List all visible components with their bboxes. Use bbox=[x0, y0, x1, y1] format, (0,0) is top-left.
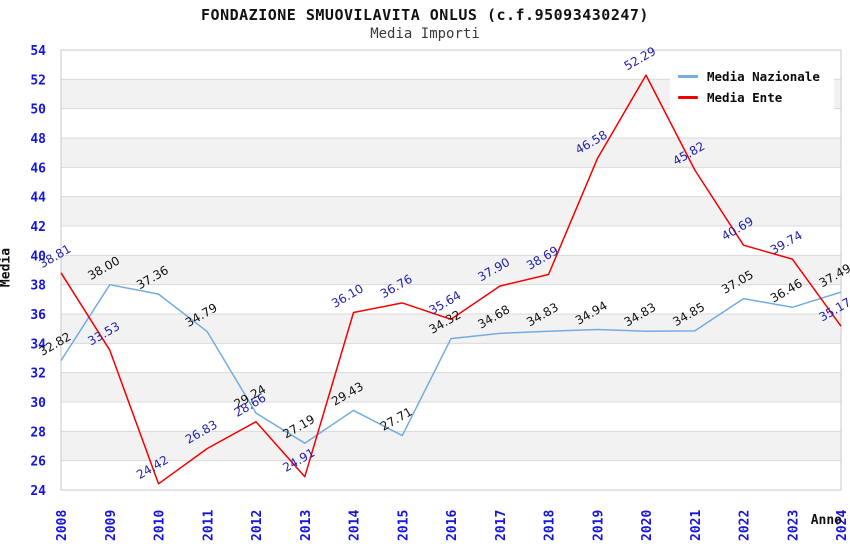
x-tick-label: 2021 bbox=[689, 510, 704, 541]
legend-label: Media Nazionale bbox=[707, 69, 820, 84]
chart-title: FONDAZIONE SMUOVILAVITA ONLUS (c.f.95093… bbox=[201, 6, 649, 24]
x-tick-label: 2017 bbox=[494, 510, 509, 541]
y-tick-label: 32 bbox=[30, 367, 46, 382]
x-tick-label: 2020 bbox=[640, 510, 655, 541]
x-tick-label: 2014 bbox=[348, 510, 363, 541]
legend-swatch-red-line-icon bbox=[678, 96, 698, 99]
y-tick-label: 52 bbox=[30, 73, 46, 88]
x-tick-label: 2010 bbox=[153, 510, 168, 541]
x-tick-label: 2022 bbox=[738, 510, 753, 541]
y-tick-label: 28 bbox=[30, 425, 46, 440]
x-tick-label: 2011 bbox=[201, 510, 216, 541]
legend-item-media-nazionale: Media Nazionale bbox=[678, 66, 820, 87]
y-tick-label: 42 bbox=[30, 220, 46, 235]
legend-swatch-blue-line-icon bbox=[678, 75, 698, 78]
y-tick-label: 26 bbox=[30, 455, 46, 470]
y-tick-label: 46 bbox=[30, 161, 46, 176]
x-tick-label: 2009 bbox=[104, 510, 119, 541]
plot-band bbox=[61, 284, 841, 314]
series-line bbox=[60, 74, 842, 485]
chart-subtitle: Media Importi bbox=[370, 26, 480, 42]
plot-band bbox=[61, 460, 841, 490]
x-tick-label: 2013 bbox=[299, 510, 314, 541]
x-tick-label: 2015 bbox=[396, 510, 411, 541]
series-line bbox=[60, 283, 842, 444]
x-tick-label: 2018 bbox=[543, 510, 558, 541]
plot-band bbox=[61, 255, 841, 285]
legend: Media Nazionale Media Ente bbox=[670, 60, 834, 116]
x-axis-title: Anno bbox=[810, 513, 842, 528]
y-tick-label: 36 bbox=[30, 308, 46, 323]
y-tick-label: 30 bbox=[30, 396, 46, 411]
legend-label: Media Ente bbox=[707, 90, 783, 105]
plot-band bbox=[61, 431, 841, 461]
x-tick-label: 2024 bbox=[835, 510, 850, 541]
y-tick-label: 54 bbox=[30, 44, 46, 59]
y-tick-label: 24 bbox=[30, 484, 46, 499]
y-tick-label: 48 bbox=[30, 132, 46, 147]
x-tick-label: 2008 bbox=[55, 510, 70, 541]
plot-band bbox=[61, 226, 841, 256]
y-tick-label: 50 bbox=[30, 103, 46, 118]
plot-band bbox=[61, 167, 841, 197]
plot-border bbox=[60, 49, 842, 491]
plot-band bbox=[61, 138, 841, 168]
x-tick-label: 2019 bbox=[591, 510, 606, 541]
x-tick-label: 2016 bbox=[445, 510, 460, 541]
x-tick-label: 2023 bbox=[786, 510, 801, 541]
legend-item-media-ente: Media Ente bbox=[678, 87, 820, 108]
y-tick-label: 38 bbox=[30, 279, 46, 294]
plot-band bbox=[61, 196, 841, 226]
plot-band bbox=[61, 402, 841, 432]
y-tick-label: 44 bbox=[30, 191, 46, 206]
plot-band bbox=[61, 372, 841, 402]
x-tick-label: 2012 bbox=[250, 510, 265, 541]
y-axis-title: Media bbox=[0, 247, 14, 288]
y-tick-label: 34 bbox=[30, 337, 46, 352]
plot-band bbox=[61, 343, 841, 373]
y-tick-label: 40 bbox=[30, 249, 46, 264]
